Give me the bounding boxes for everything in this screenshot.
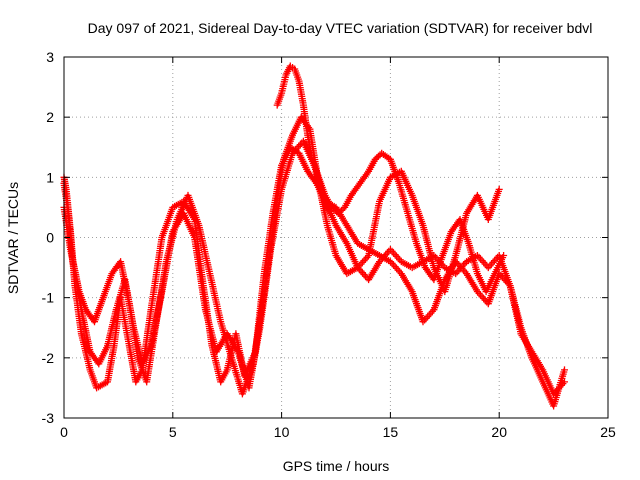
series-markers bbox=[273, 62, 508, 296]
x-tick-label: 15 bbox=[383, 424, 399, 440]
x-tick-label: 10 bbox=[274, 424, 290, 440]
x-tick-label: 5 bbox=[169, 424, 177, 440]
x-axis-label: GPS time / hours bbox=[283, 458, 390, 474]
y-tick-label: -1 bbox=[42, 290, 55, 306]
axis-ticks: 0 5 10 15 20 25 -3 -2 -1 0 1 2 3 bbox=[42, 49, 616, 440]
series-trace-d bbox=[273, 62, 508, 296]
x-tick-label: 25 bbox=[600, 424, 616, 440]
chart-title: Day 097 of 2021, Sidereal Day-to-day VTE… bbox=[88, 20, 593, 36]
x-tick-label: 20 bbox=[491, 424, 507, 440]
grid bbox=[64, 57, 608, 418]
x-tick-label: 0 bbox=[60, 424, 68, 440]
y-tick-label: 2 bbox=[46, 109, 54, 125]
y-tick-label: 1 bbox=[46, 169, 54, 185]
y-tick-label: 3 bbox=[46, 49, 54, 65]
y-tick-label: -2 bbox=[42, 350, 55, 366]
y-axis-label: SDTVAR / TECUs bbox=[5, 182, 21, 294]
y-tick-label: 0 bbox=[46, 230, 54, 246]
data-series bbox=[60, 62, 568, 410]
y-tick-label: -3 bbox=[42, 410, 55, 426]
